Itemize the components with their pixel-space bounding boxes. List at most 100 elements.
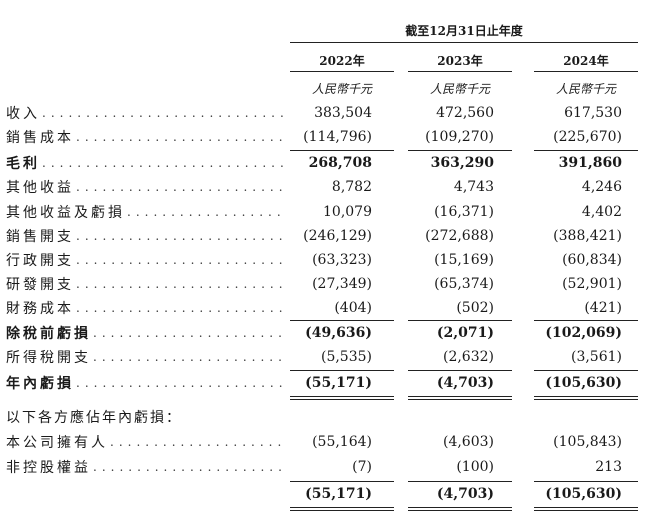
row-label [6, 482, 286, 506]
cell-value: (55,171) [305, 486, 372, 502]
row-label-text: 本公司擁有人 [6, 435, 108, 451]
cell-value: (27,349) [312, 276, 372, 292]
row-label-text: 收入 [6, 106, 40, 122]
table-row: (55,171) (4,703) (105,630) [0, 482, 660, 506]
dot-leader: ........................................… [76, 180, 286, 194]
dot-leader: ........................................… [110, 435, 286, 449]
cell-value: 4,246 [581, 179, 622, 195]
cell-value: (246,129) [303, 228, 372, 244]
period-header: 截至12月31日止年度 [405, 24, 523, 38]
cell-value: (55,171) [305, 375, 372, 391]
row-label: 本公司擁有人..................................… [6, 430, 286, 454]
total-double-rule [534, 396, 638, 400]
row-label-text: 銷售開支 [6, 229, 74, 245]
cell-value: (7) [352, 459, 372, 475]
cell-value: (105,843) [553, 434, 622, 450]
table-row: 行政開支....................................… [0, 248, 660, 272]
cell-value: 391,860 [558, 155, 622, 171]
subtotal-rule [534, 370, 638, 371]
cell-value: (5,535) [320, 349, 372, 365]
dot-leader: ........................................… [93, 350, 286, 364]
total-double-rule [290, 507, 394, 511]
unit-label: 人民幣千元 [429, 82, 490, 96]
row-label: 除稅前虧損...................................… [6, 321, 286, 345]
table-row: 其他收益....................................… [0, 175, 660, 199]
cell-value: (49,636) [305, 325, 372, 341]
dot-leader: ........................................… [42, 106, 286, 120]
dot-leader: ........................................… [93, 326, 286, 340]
cell-value: (60,834) [562, 252, 622, 268]
row-label-text: 研發開支 [6, 277, 74, 293]
dot-leader: ........................................… [93, 460, 286, 474]
cell-value: (388,421) [553, 228, 622, 244]
row-label-text: 以下各方應佔年內虧損： [6, 410, 182, 426]
cell-value: 213 [595, 459, 622, 475]
row-label: 年內虧損....................................… [6, 371, 286, 395]
dot-leader: ........................................… [42, 156, 286, 170]
row-label: 所得稅開支...................................… [6, 345, 286, 369]
table-row: 毛利......................................… [0, 151, 660, 175]
row-label: 研發開支....................................… [6, 272, 286, 296]
table-row: 本公司擁有人..................................… [0, 430, 660, 454]
table-row: 除稅前虧損...................................… [0, 321, 660, 345]
total-double-rule [408, 396, 512, 400]
cell-value: 268,708 [308, 155, 372, 171]
row-label: 以下各方應佔年內虧損： [6, 405, 286, 429]
table-row: 其他收益及虧損.................................… [0, 200, 660, 224]
cell-value: 4,743 [453, 179, 494, 195]
row-label: 非控股權益...................................… [6, 455, 286, 479]
cell-value: (2,071) [436, 325, 494, 341]
row-label-text: 所得稅開支 [6, 350, 91, 366]
row-label-text: 行政開支 [6, 253, 74, 269]
cell-value: 383,504 [314, 105, 372, 121]
subtotal-rule [408, 150, 512, 151]
subtotal-rule [290, 370, 394, 371]
table-row: 銷售成本....................................… [0, 125, 660, 149]
dot-leader: ........................................… [76, 253, 286, 267]
cell-value: (4,703) [436, 486, 494, 502]
row-label: 收入......................................… [6, 101, 286, 125]
cell-value: 4,402 [581, 204, 622, 220]
cell-value: (404) [334, 300, 372, 316]
cell-value: 617,530 [564, 105, 622, 121]
cell-value: (52,901) [562, 276, 622, 292]
row-label-text: 年內虧損 [6, 376, 74, 392]
year-header-rule [408, 71, 512, 72]
row-label: 其他收益....................................… [6, 175, 286, 199]
row-label-text: 毛利 [6, 156, 40, 172]
row-label-text: 銷售成本 [6, 130, 74, 146]
year-header-2024: 2024年 [563, 54, 609, 68]
subtotal-rule [408, 481, 512, 482]
table-row: 銷售開支....................................… [0, 224, 660, 248]
row-label: 行政開支....................................… [6, 248, 286, 272]
subtotal-rule [534, 150, 638, 151]
dot-leader: ........................................… [76, 301, 286, 315]
row-label: 其他收益及虧損.................................… [6, 200, 286, 224]
subtotal-rule [534, 320, 638, 321]
row-label-text: 其他收益及虧損 [6, 205, 125, 221]
cell-value: (114,796) [303, 129, 372, 145]
cell-value: (225,670) [553, 129, 622, 145]
total-double-rule [534, 507, 638, 511]
cell-value: (4,703) [436, 375, 494, 391]
total-double-rule [290, 396, 394, 400]
cell-value: (4,603) [442, 434, 494, 450]
row-label-text: 非控股權益 [6, 460, 91, 476]
subtotal-rule [408, 370, 512, 371]
cell-value: (3,561) [570, 349, 622, 365]
cell-value: (100) [456, 459, 494, 475]
row-label: 財務成本....................................… [6, 296, 286, 320]
subtotal-rule [290, 481, 394, 482]
cell-value [518, 405, 622, 429]
row-label: 銷售成本....................................… [6, 125, 286, 149]
cell-value: (109,270) [425, 129, 494, 145]
cell-value: (502) [456, 300, 494, 316]
cell-value: 472,560 [436, 105, 494, 121]
cell-value [268, 405, 372, 429]
cell-value: (105,630) [545, 486, 622, 502]
unit-label: 人民幣千元 [311, 82, 372, 96]
cell-value: (65,374) [434, 276, 494, 292]
table-row: 收入......................................… [0, 101, 660, 125]
row-label: 銷售開支....................................… [6, 224, 286, 248]
